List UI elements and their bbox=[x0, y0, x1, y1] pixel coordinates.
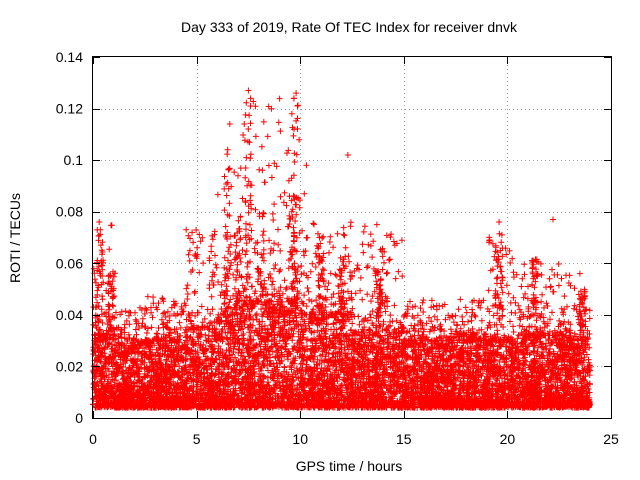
y-tick-label: 0.08 bbox=[56, 204, 83, 220]
x-tick-label: 5 bbox=[193, 431, 201, 447]
y-axis-label: ROTI / TECUs bbox=[7, 193, 23, 283]
y-tick-label: 0 bbox=[75, 410, 83, 426]
y-tick-label: 0.12 bbox=[56, 101, 83, 117]
plot-frame bbox=[92, 56, 612, 419]
x-axis-label: GPS time / hours bbox=[296, 458, 403, 474]
x-tick-label: 25 bbox=[603, 431, 619, 447]
x-tick-label: 10 bbox=[292, 431, 308, 447]
axis-ticks: 0 5 10 15 20 25 0 0.02 0.04 0.06 0.08 0.1 0.12 0.14 bbox=[56, 49, 619, 447]
y-tick-label: 0.1 bbox=[64, 152, 84, 168]
x-tick-label: 0 bbox=[89, 431, 97, 447]
x-tick-label: 15 bbox=[396, 431, 412, 447]
x-tick-label: 20 bbox=[500, 431, 516, 447]
y-tick-label: 0.02 bbox=[56, 358, 83, 374]
y-tick-label: 0.06 bbox=[56, 255, 83, 271]
chart-title: Day 333 of 2019, Rate Of TEC Index for r… bbox=[181, 19, 518, 35]
roti-markers bbox=[90, 87, 594, 411]
y-tick-label: 0.14 bbox=[56, 49, 83, 65]
data-points bbox=[90, 87, 594, 411]
y-tick-label: 0.04 bbox=[56, 307, 83, 323]
